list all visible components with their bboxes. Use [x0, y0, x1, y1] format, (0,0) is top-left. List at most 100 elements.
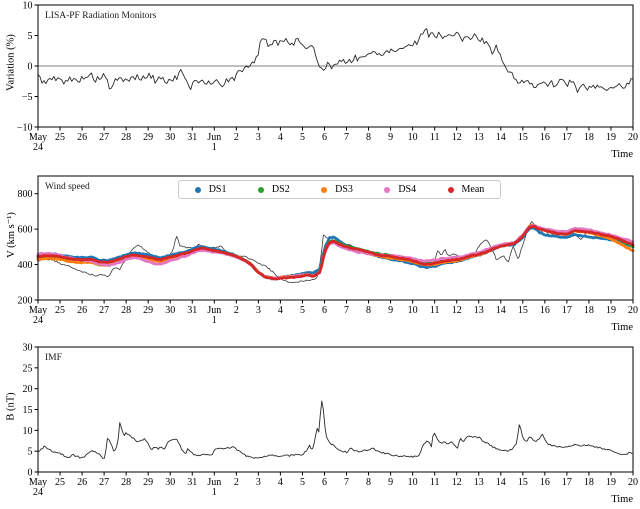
legend-label: Mean	[461, 184, 485, 195]
svg-text:1: 1	[212, 315, 217, 326]
svg-text:800: 800	[18, 189, 33, 200]
svg-text:May: May	[29, 305, 47, 316]
x-axis-label-time-bottom: Time	[611, 494, 633, 505]
svg-text:19: 19	[606, 132, 616, 143]
svg-text:400: 400	[18, 260, 33, 271]
svg-text:0: 0	[28, 468, 33, 479]
svg-text:4: 4	[278, 477, 283, 488]
svg-text:10: 10	[23, 426, 33, 437]
svg-text:17: 17	[562, 132, 572, 143]
svg-text:−10: −10	[17, 123, 33, 134]
svg-text:25: 25	[55, 477, 65, 488]
svg-text:20: 20	[23, 384, 33, 395]
svg-text:15: 15	[23, 405, 33, 416]
svg-text:24: 24	[33, 315, 43, 326]
svg-text:7: 7	[344, 305, 349, 316]
svg-text:30: 30	[165, 132, 175, 143]
legend-label: DS4	[398, 184, 417, 195]
svg-text:4: 4	[278, 305, 283, 316]
svg-text:17: 17	[562, 477, 572, 488]
svg-text:13: 13	[474, 477, 484, 488]
svg-text:27: 27	[99, 132, 109, 143]
panel-title-imf: IMF	[45, 353, 62, 363]
svg-text:9: 9	[388, 132, 393, 143]
svg-text:10: 10	[23, 1, 33, 12]
svg-text:25: 25	[55, 132, 65, 143]
legend-label: DS1	[208, 184, 227, 195]
svg-text:5: 5	[28, 31, 33, 42]
svg-text:May: May	[29, 132, 47, 143]
y-axis-label-variation: Variation (%)	[5, 34, 17, 91]
svg-text:18: 18	[584, 132, 594, 143]
svg-text:1: 1	[212, 142, 217, 153]
svg-text:1: 1	[212, 487, 217, 498]
ds2-dot-icon	[257, 186, 264, 193]
svg-text:2: 2	[234, 305, 239, 316]
svg-text:29: 29	[143, 305, 153, 316]
svg-text:13: 13	[474, 305, 484, 316]
legend-item-ds2: DS2	[257, 184, 290, 195]
ds3-dot-icon	[321, 186, 328, 193]
svg-text:24: 24	[33, 142, 43, 153]
svg-text:0: 0	[28, 62, 33, 73]
svg-text:8: 8	[366, 305, 371, 316]
svg-text:12: 12	[452, 132, 462, 143]
panel-title-wind-speed: Wind speed	[45, 182, 90, 192]
svg-text:27: 27	[99, 305, 109, 316]
svg-text:15: 15	[518, 477, 528, 488]
svg-text:10: 10	[408, 477, 418, 488]
svg-text:16: 16	[540, 477, 550, 488]
svg-text:28: 28	[121, 132, 131, 143]
svg-text:7: 7	[344, 132, 349, 143]
svg-text:24: 24	[33, 487, 43, 498]
svg-text:6: 6	[322, 132, 327, 143]
svg-text:31: 31	[187, 132, 197, 143]
svg-text:Jun: Jun	[207, 132, 221, 143]
wind-speed-legend: DS1 DS2 DS3 DS4 Mean	[178, 180, 501, 199]
svg-text:10: 10	[408, 132, 418, 143]
svg-text:−5: −5	[22, 92, 33, 103]
svg-text:14: 14	[496, 305, 506, 316]
svg-text:14: 14	[496, 132, 506, 143]
svg-text:3: 3	[256, 305, 261, 316]
svg-text:600: 600	[18, 225, 33, 236]
svg-text:11: 11	[430, 132, 440, 143]
x-axis-label-time-top: Time	[611, 149, 633, 160]
legend-item-ds1: DS1	[194, 184, 227, 195]
svg-text:11: 11	[430, 477, 440, 488]
svg-text:31: 31	[187, 477, 197, 488]
svg-text:19: 19	[606, 477, 616, 488]
svg-text:5: 5	[300, 477, 305, 488]
svg-text:13: 13	[474, 132, 484, 143]
svg-text:31: 31	[187, 305, 197, 316]
svg-text:15: 15	[518, 305, 528, 316]
svg-text:4: 4	[278, 132, 283, 143]
svg-text:9: 9	[388, 477, 393, 488]
svg-text:30: 30	[165, 305, 175, 316]
svg-text:3: 3	[256, 477, 261, 488]
svg-text:27: 27	[99, 477, 109, 488]
svg-text:29: 29	[143, 477, 153, 488]
svg-text:16: 16	[540, 132, 550, 143]
svg-text:11: 11	[430, 305, 440, 316]
svg-text:26: 26	[77, 132, 87, 143]
svg-text:6: 6	[322, 477, 327, 488]
svg-text:30: 30	[165, 477, 175, 488]
svg-text:28: 28	[121, 305, 131, 316]
svg-text:200: 200	[18, 296, 33, 307]
svg-text:15: 15	[518, 132, 528, 143]
panel-title-radiation: LISA-PF Radiation Monitors	[45, 11, 157, 21]
svg-text:25: 25	[23, 363, 33, 374]
legend-item-ds3: DS3	[321, 184, 353, 195]
svg-text:5: 5	[300, 305, 305, 316]
svg-text:8: 8	[366, 477, 371, 488]
svg-text:26: 26	[77, 477, 87, 488]
svg-text:3: 3	[256, 132, 261, 143]
svg-text:12: 12	[452, 305, 462, 316]
svg-text:7: 7	[344, 477, 349, 488]
legend-label: DS2	[271, 184, 290, 195]
svg-text:10: 10	[408, 305, 418, 316]
svg-text:20: 20	[628, 132, 638, 143]
mean-dot-icon	[447, 186, 454, 193]
svg-text:17: 17	[562, 305, 572, 316]
